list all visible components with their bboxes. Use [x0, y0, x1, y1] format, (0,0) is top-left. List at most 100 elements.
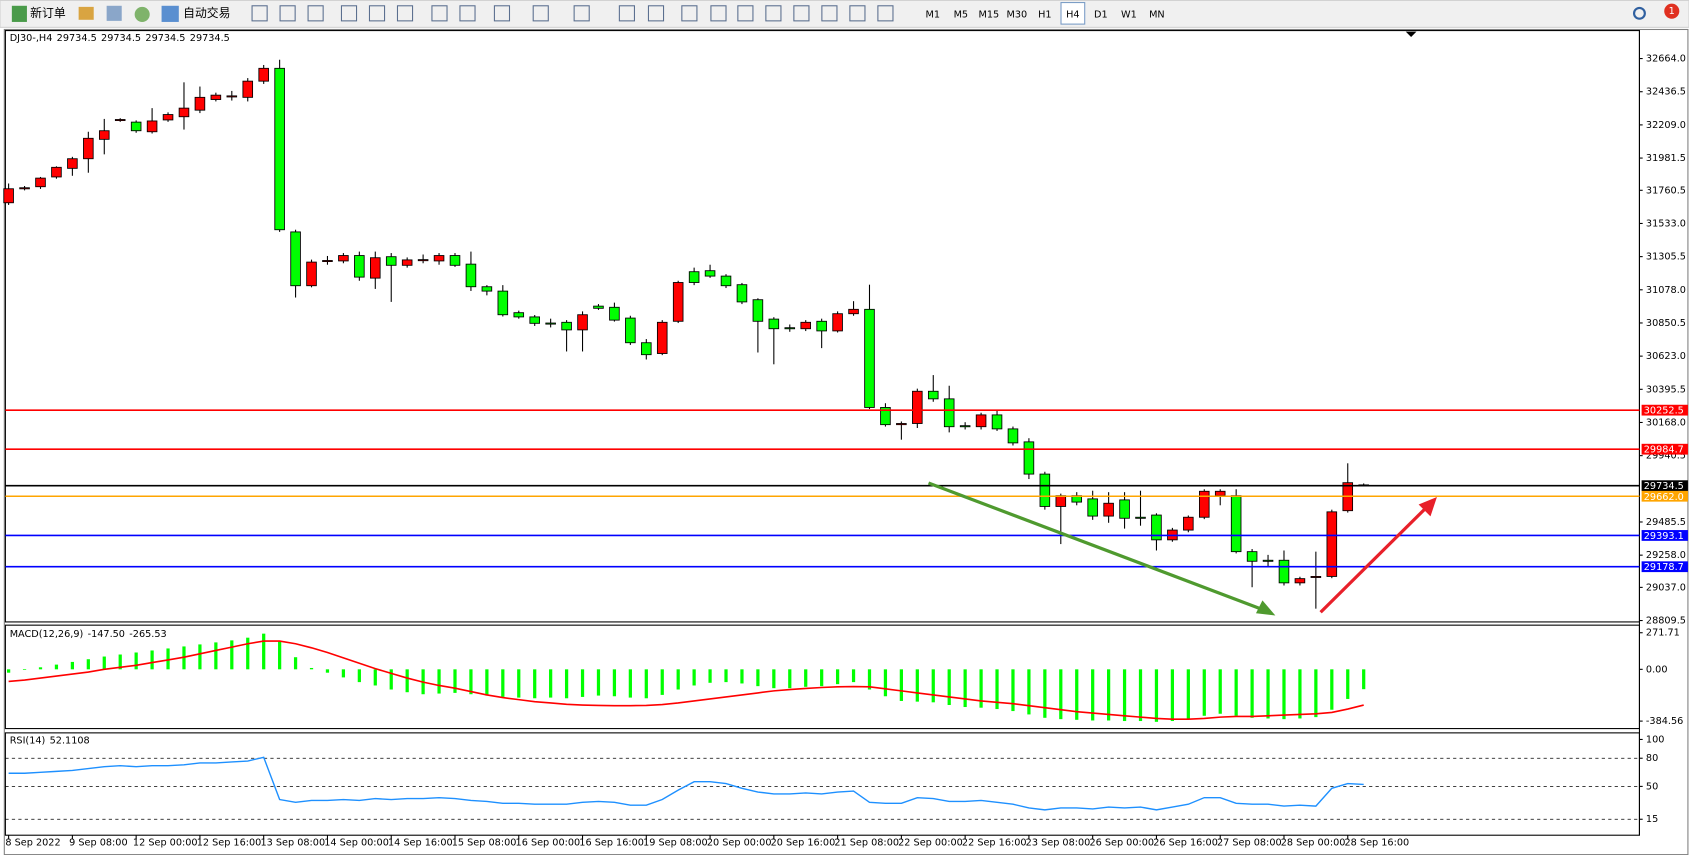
candle-body — [1103, 502, 1114, 517]
macd-bar — [1314, 669, 1318, 718]
candle-body — [545, 322, 556, 325]
auto-trading-button[interactable]: 自动交易 — [183, 6, 230, 20]
x-tick-label: 16 Sep 00:00 — [516, 838, 581, 849]
x-tick-label: 9 Sep 08:00 — [69, 838, 128, 849]
macd-bar — [1186, 669, 1190, 720]
macd-bar — [7, 669, 11, 673]
macd-bar — [1122, 669, 1127, 722]
candle-body — [1055, 495, 1067, 507]
level-label-bg — [1641, 490, 1688, 502]
level-label: 29662.0 — [1644, 492, 1684, 503]
macd-bar — [54, 664, 59, 670]
tool-button[interactable] — [573, 5, 590, 22]
candle-body — [497, 290, 509, 316]
timeframe-button[interactable]: MN — [1149, 9, 1165, 20]
notification-badge[interactable] — [1664, 3, 1680, 19]
candle-body — [816, 320, 827, 332]
timeframe-button[interactable]: H1 — [1038, 9, 1051, 20]
tool-button[interactable] — [493, 5, 511, 22]
macd-bar — [692, 669, 696, 686]
y-tick-label: 29258.0 — [1646, 550, 1686, 561]
candle-body — [1230, 495, 1242, 553]
tool-button[interactable] — [737, 5, 754, 22]
candle-body — [672, 282, 684, 322]
tool-icon[interactable] — [78, 6, 94, 20]
macd-bar — [485, 669, 489, 696]
candle-body — [1214, 490, 1226, 497]
new-order-button[interactable]: 新订单 — [30, 6, 66, 20]
candle-body — [258, 67, 269, 82]
x-tick-label: 12 Sep 16:00 — [197, 838, 262, 849]
tool-button[interactable] — [279, 5, 296, 22]
candle-body — [226, 95, 238, 98]
candle-body — [1326, 511, 1338, 577]
y-tick-label: 15 — [1646, 814, 1658, 825]
y-tick-label: 29485.5 — [1646, 517, 1686, 528]
auto-trading-icon[interactable] — [161, 5, 179, 22]
tool-button[interactable] — [368, 5, 386, 22]
tool-button[interactable] — [710, 5, 727, 22]
timeframe-button[interactable]: M30 — [1007, 9, 1028, 20]
tool-button[interactable] — [532, 5, 549, 22]
x-tick-label: 20 Sep 16:00 — [771, 838, 836, 849]
tool-button[interactable] — [251, 5, 268, 22]
tool-icon[interactable] — [134, 6, 150, 22]
macd-bar — [214, 642, 218, 670]
tool-button[interactable] — [793, 5, 810, 22]
y-tick-label: 32436.5 — [1646, 87, 1686, 98]
candle-body — [752, 299, 764, 322]
timeframe-button[interactable]: W1 — [1121, 9, 1137, 20]
candle-body — [832, 313, 843, 332]
tool-button[interactable] — [340, 5, 358, 22]
macd-bar — [963, 669, 967, 708]
candle-body — [1151, 514, 1162, 541]
tool-button[interactable] — [647, 5, 665, 22]
x-tick-label: 20 Sep 00:00 — [707, 838, 772, 849]
timeframe-button[interactable]: H4 — [1066, 9, 1079, 20]
tool-button[interactable] — [307, 5, 324, 22]
timeframe-button[interactable]: M15 — [978, 9, 999, 20]
new-order-icon[interactable] — [11, 5, 27, 22]
candle-body — [800, 321, 812, 330]
header-part: DJ30-,H4 — [10, 33, 53, 44]
tool-button[interactable] — [849, 5, 866, 22]
timeframe-button[interactable]: M1 — [926, 9, 941, 20]
macd-bar — [1362, 669, 1366, 690]
header-part: 29734.5 — [101, 33, 141, 44]
tool-button[interactable] — [459, 5, 476, 22]
tool-button[interactable] — [618, 5, 635, 22]
y-tick-label: 50 — [1646, 781, 1658, 792]
macd-bar — [1346, 669, 1350, 699]
candle-body — [51, 166, 62, 178]
macd-bar — [1043, 669, 1047, 718]
macd-bar — [38, 667, 43, 670]
tool-button[interactable] — [821, 5, 838, 22]
tool-button[interactable] — [681, 5, 698, 22]
candle-body — [912, 390, 923, 424]
chart-area: 32664.0 32436.5 32209.0 31981.5 31760.5 31533… — [3, 30, 1688, 849]
tool-button[interactable] — [431, 5, 448, 22]
active-timeframe[interactable] — [1060, 2, 1086, 25]
tool-icon[interactable] — [106, 5, 122, 21]
macd-bar — [1218, 669, 1222, 714]
tool-button[interactable] — [765, 5, 782, 22]
macd-bar — [804, 669, 808, 687]
timeframe-button[interactable]: M5 — [954, 9, 969, 20]
search-icon[interactable] — [1632, 6, 1646, 20]
candle-body — [114, 119, 126, 122]
macd-bar — [357, 669, 361, 683]
macd-bar — [469, 669, 473, 695]
candle-body — [35, 177, 46, 188]
macd-bar — [867, 669, 872, 690]
y-tick-label: 271.71 — [1646, 628, 1680, 639]
candle-body — [370, 257, 381, 279]
macd-bar — [309, 667, 314, 670]
timeframe-button[interactable]: D1 — [1094, 9, 1108, 20]
tool-button[interactable] — [396, 5, 414, 22]
tool-button[interactable] — [877, 5, 894, 22]
candle-body — [880, 407, 891, 426]
macd-bar — [788, 669, 792, 689]
candle-body — [306, 261, 317, 287]
candle-body — [67, 158, 78, 169]
y-tick-label: 31760.5 — [1646, 185, 1686, 196]
